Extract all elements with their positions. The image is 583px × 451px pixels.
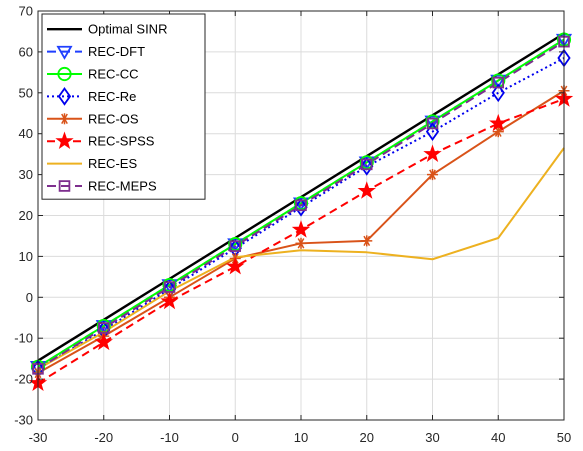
legend-box: [41, 13, 206, 200]
legend-marker: [56, 45, 73, 60]
x-tick-label: 50: [557, 430, 571, 445]
x-tick-label: 10: [294, 430, 308, 445]
data-point-series-8: [295, 199, 307, 212]
data-point-series-8: [492, 76, 505, 89]
data-point-series-8: [163, 281, 176, 293]
data-point-series-6: [357, 181, 376, 199]
y-tick-label: 0: [26, 290, 33, 305]
x-tick-label: 30: [425, 430, 439, 445]
y-tick-label: 20: [19, 208, 33, 223]
legend-label: REC-OS: [88, 111, 139, 126]
data-point-series-8: [360, 158, 373, 171]
legend-label: Optimal SINR: [88, 22, 167, 37]
data-point-series-5: [361, 235, 373, 247]
y-tick-label: -10: [14, 331, 33, 346]
data-point-series-8: [229, 240, 242, 252]
legend-label: REC-ES: [88, 156, 137, 171]
legend: Optimal SINR REC-DFT REC-CC REC-Re REC-OS REC…: [41, 13, 206, 200]
data-point-series-6: [423, 144, 442, 162]
y-tick-label: 10: [19, 249, 33, 264]
legend-label: REC-DFT: [88, 44, 145, 59]
x-tick-label: 20: [360, 430, 374, 445]
x-tick-label: -10: [160, 430, 179, 445]
data-point-series-8: [97, 322, 110, 334]
legend-label: REC-MEPS: [88, 179, 157, 194]
y-tick-label: 50: [19, 85, 33, 100]
x-tick-label: 0: [232, 430, 239, 445]
data-point-series-6: [489, 113, 508, 132]
data-point-series-4: [491, 83, 505, 103]
data-point-series-5: [426, 169, 439, 181]
legend-marker: [57, 87, 72, 106]
legend-label: REC-CC: [88, 67, 139, 82]
data-point-series-2: [490, 74, 507, 89]
legend-marker: [58, 180, 71, 192]
data-point-series-6: [160, 291, 179, 310]
data-point-series-2: [424, 115, 441, 130]
x-tick-label: -20: [94, 430, 113, 445]
data-point-series-4: [294, 197, 308, 217]
data-point-series-6: [94, 332, 113, 351]
data-point-series-6: [291, 220, 311, 238]
legend-marker: [55, 131, 74, 150]
y-tick-label: 70: [19, 4, 33, 19]
series-line-8: [37, 40, 565, 370]
series-line-7: [37, 147, 565, 370]
data-point-series-8: [426, 117, 439, 130]
legend-label: REC-Re: [88, 89, 136, 104]
legend-marker: [57, 66, 72, 82]
y-tick-label: -30: [14, 413, 33, 428]
data-point-series-4: [360, 157, 374, 176]
y-tick-label: 60: [19, 44, 33, 59]
axis-ticks: -30 -20 -10 0 10 20 30 40 50 -30 -20 -10 0 10 20 30 40 50…: [14, 4, 571, 446]
data-point-series-5: [295, 237, 307, 249]
x-tick-label: 40: [491, 430, 505, 445]
legend-label: REC-SPSS: [88, 134, 155, 149]
y-tick-label: 40: [19, 126, 33, 141]
y-tick-label: 30: [19, 167, 33, 182]
legend-marker: [58, 113, 71, 125]
x-tick-label: -30: [29, 430, 48, 445]
y-tick-label: -20: [14, 372, 33, 387]
data-point-series-6: [226, 256, 245, 275]
series-line-4: [37, 57, 565, 370]
series-line-3: [37, 38, 565, 368]
